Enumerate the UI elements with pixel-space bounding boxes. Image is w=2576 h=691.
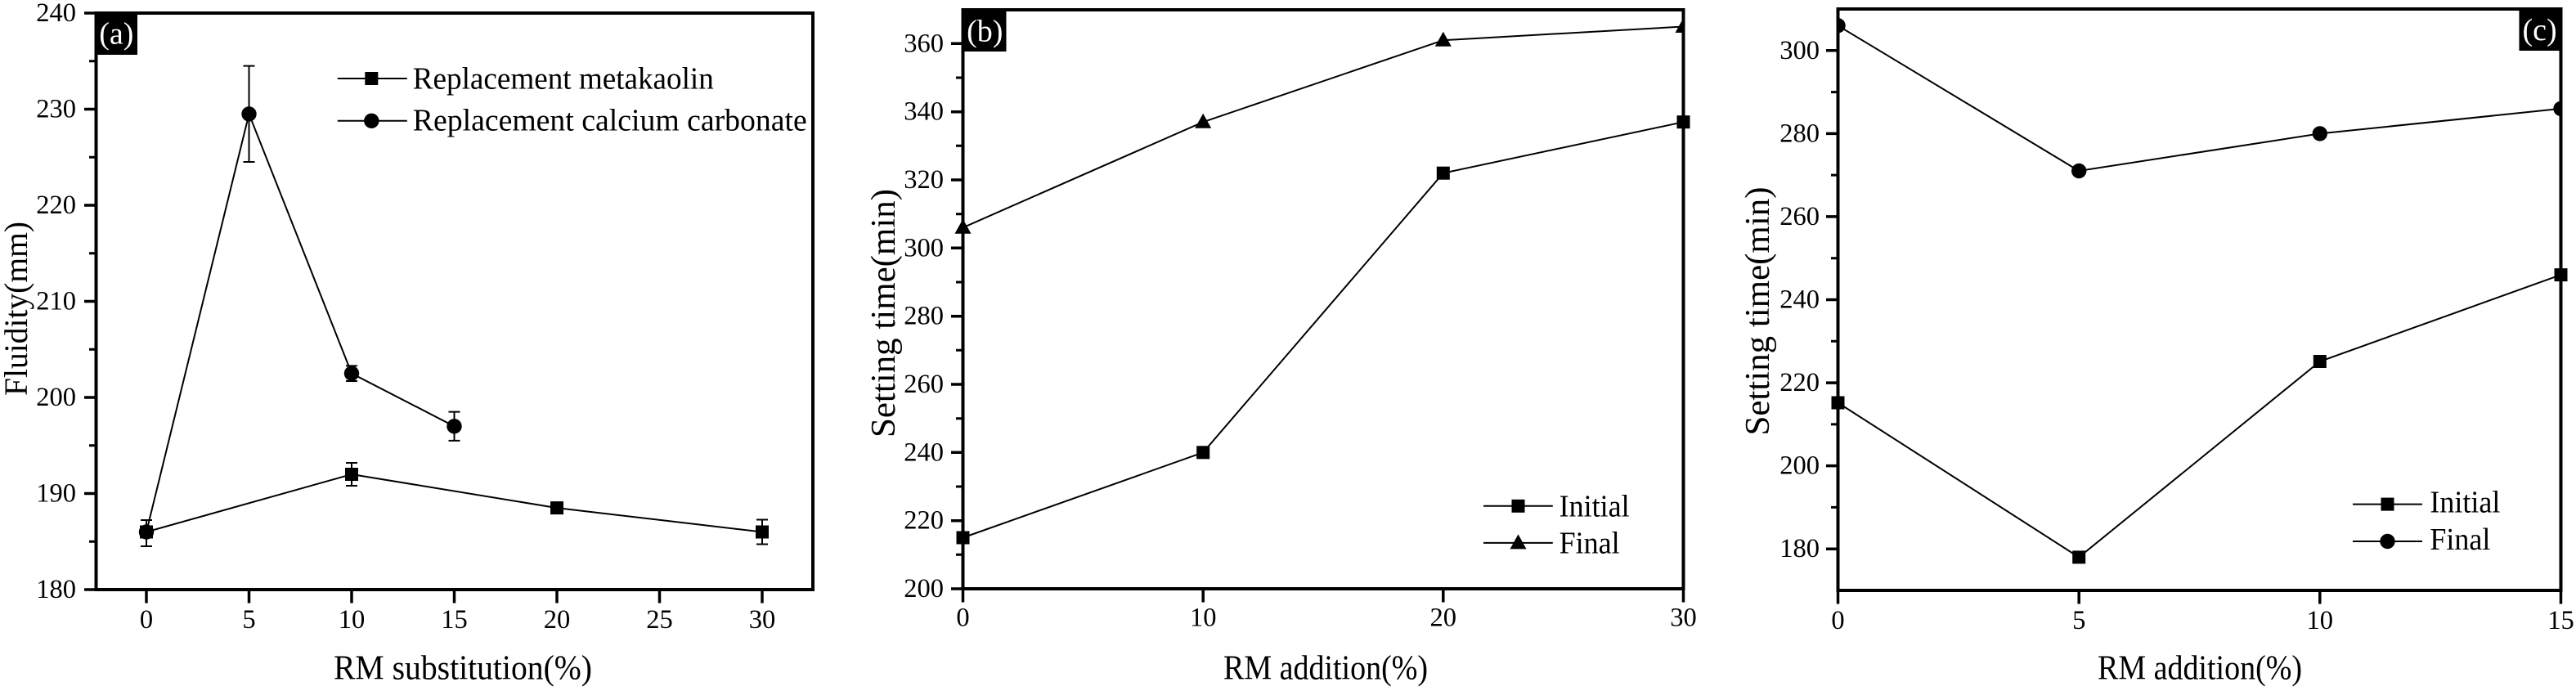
svg-text:220: 220 [36,191,76,220]
svg-text:RM substitution(%): RM substitution(%) [334,650,592,688]
svg-text:340: 340 [904,97,944,127]
svg-text:200: 200 [1779,451,1820,481]
svg-text:Setting time(min): Setting time(min) [865,189,903,437]
svg-text:30: 30 [1670,604,1697,633]
svg-text:15: 15 [2547,606,2574,635]
svg-text:10: 10 [339,605,366,635]
svg-text:(a): (a) [99,17,133,52]
svg-text:Replacement calcium carbonate: Replacement calcium carbonate [413,104,807,138]
svg-text:180: 180 [36,575,76,604]
svg-text:300: 300 [904,233,944,262]
svg-text:Final: Final [1560,527,1620,561]
svg-text:180: 180 [1779,534,1820,563]
svg-text:320: 320 [904,165,944,195]
svg-text:20: 20 [544,605,571,635]
svg-text:Replacement metakaolin: Replacement metakaolin [413,62,714,96]
svg-text:260: 260 [904,370,944,399]
svg-text:RM addition(%): RM addition(%) [1223,650,1428,688]
svg-text:15: 15 [441,605,468,635]
svg-text:0: 0 [956,604,969,633]
svg-text:210: 210 [36,287,76,316]
svg-text:220: 220 [904,506,944,536]
svg-text:Fluidity(mm): Fluidity(mm) [0,222,34,396]
svg-text:RM addition(%): RM addition(%) [2098,650,2302,688]
svg-text:5: 5 [242,605,255,635]
svg-text:25: 25 [646,605,673,635]
svg-text:280: 280 [904,302,944,331]
svg-text:(b): (b) [967,15,1003,49]
svg-text:240: 240 [904,437,944,467]
svg-text:240: 240 [1779,285,1820,315]
svg-text:Setting time(min): Setting time(min) [1739,187,1777,436]
svg-text:10: 10 [1190,604,1217,633]
svg-text:0: 0 [140,605,153,635]
svg-text:220: 220 [1779,368,1820,397]
svg-text:10: 10 [2307,606,2334,635]
svg-text:(c): (c) [2523,13,2557,47]
svg-text:230: 230 [36,95,76,124]
svg-text:280: 280 [1779,119,1820,148]
svg-text:Initial: Initial [1560,490,1630,524]
svg-text:5: 5 [2072,606,2085,635]
svg-text:240: 240 [36,0,76,28]
svg-text:200: 200 [36,383,76,412]
svg-text:Final: Final [2430,523,2490,557]
svg-text:Initial: Initial [2430,486,2500,520]
svg-text:20: 20 [1430,604,1457,633]
svg-text:360: 360 [904,29,944,58]
svg-text:30: 30 [749,605,776,635]
svg-text:300: 300 [1779,36,1820,65]
svg-text:200: 200 [904,574,944,604]
svg-text:0: 0 [1831,606,1844,635]
svg-text:260: 260 [1779,202,1820,231]
svg-text:190: 190 [36,479,76,509]
